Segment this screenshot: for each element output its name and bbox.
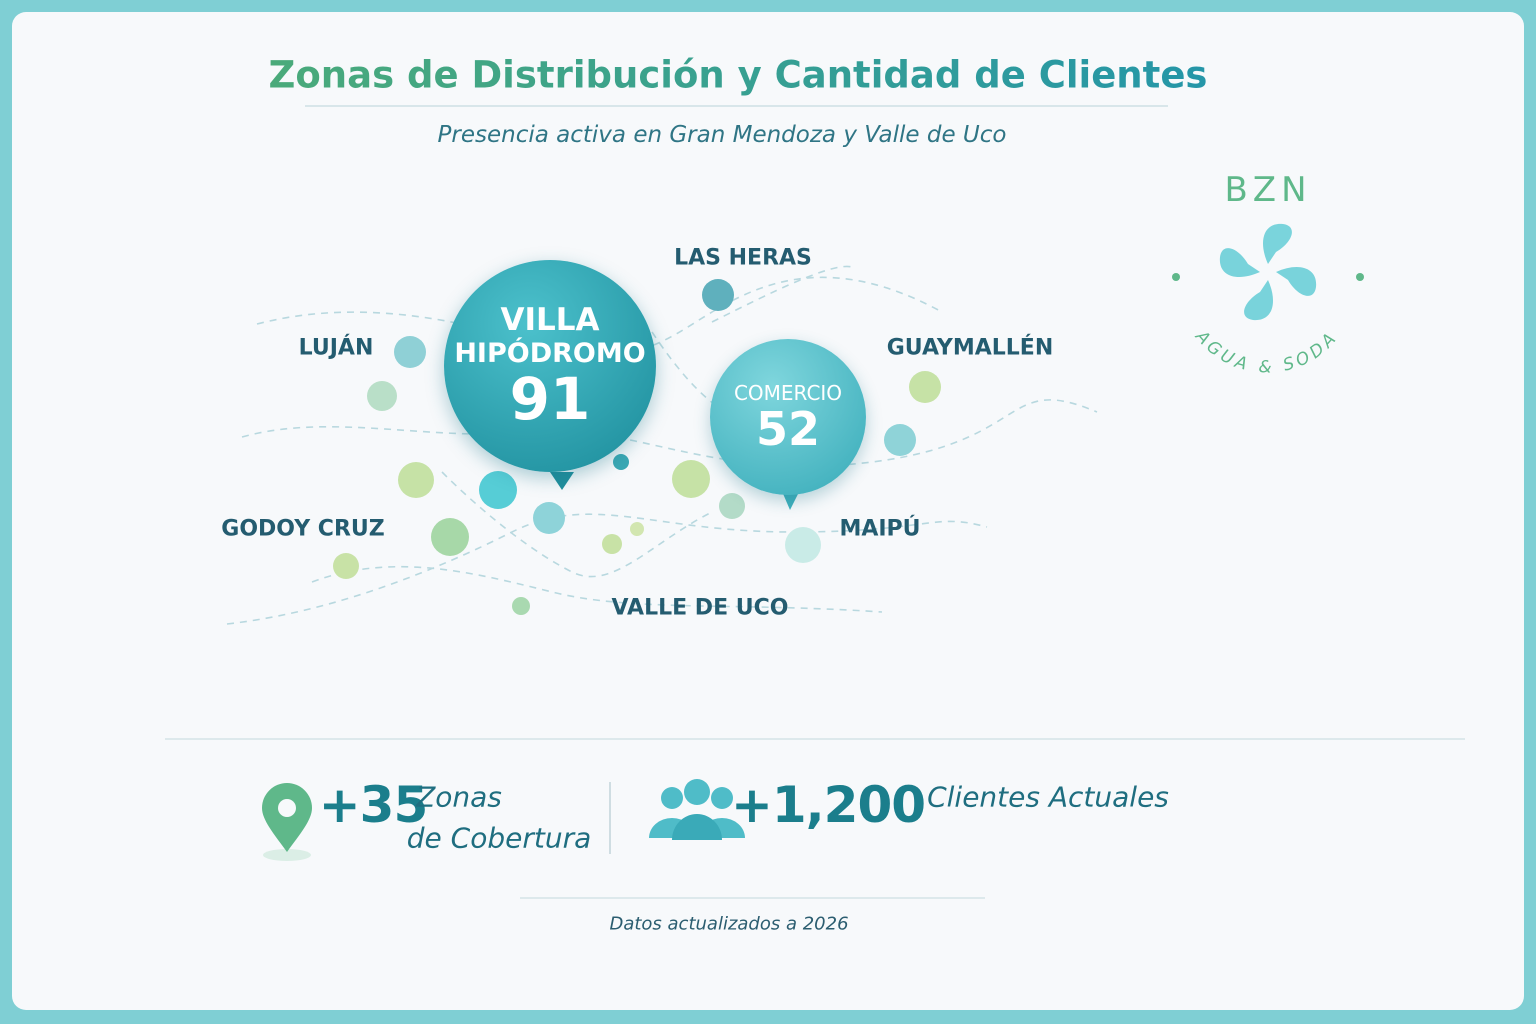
dots [333, 279, 941, 615]
bubble-label: HIPÓDROMO [454, 338, 646, 370]
pin-icon [262, 783, 312, 861]
people-icon [649, 779, 745, 840]
logo-brand: BZN [1224, 170, 1312, 210]
highlight-bubble: VILLA HIPÓDROMO 91 [444, 260, 656, 472]
bubble-label: VILLA [500, 302, 600, 339]
zone-label: MAIPÚ [839, 516, 921, 542]
zone-label: LAS HERAS [674, 245, 812, 271]
zone-label: GODOY CRUZ [221, 516, 385, 542]
stat-value: +1,200 [730, 776, 926, 834]
routes [226, 265, 1098, 625]
decor: AGUA & SODA [165, 105, 1465, 899]
stat-label: Zonas [416, 780, 502, 814]
bubble-value: 91 [509, 365, 591, 434]
logo-tagline: AGUA & SODA [1191, 326, 1339, 377]
card: AGUA & SODA Zonas de Distribución y Cant… [12, 12, 1524, 1010]
bubble-label: COMERCIO [733, 380, 843, 405]
title: Zonas de Distribución y Cantidad de Clie… [268, 53, 1208, 97]
pointer [550, 472, 574, 490]
stat-label: Clientes Actuales [927, 780, 1169, 814]
stat-value: +35 [318, 776, 428, 834]
bubble-value: 52 [755, 401, 820, 456]
stat-label: de Cobertura [406, 821, 592, 855]
zone-label: GUAYMALLÉN [886, 335, 1054, 361]
subtitle: Presencia activa en Gran Mendoza y Valle… [437, 122, 1007, 148]
zone-label: VALLE DE UCO [611, 595, 789, 621]
logo-tagline: AGUA & SODA [1191, 326, 1343, 377]
footer: Datos actualizados a 2026 [609, 913, 849, 935]
zone-label: LUJÁN [298, 335, 374, 361]
logo-mark [1172, 223, 1364, 321]
highlight-bubble: COMERCIO 52 [710, 339, 866, 495]
